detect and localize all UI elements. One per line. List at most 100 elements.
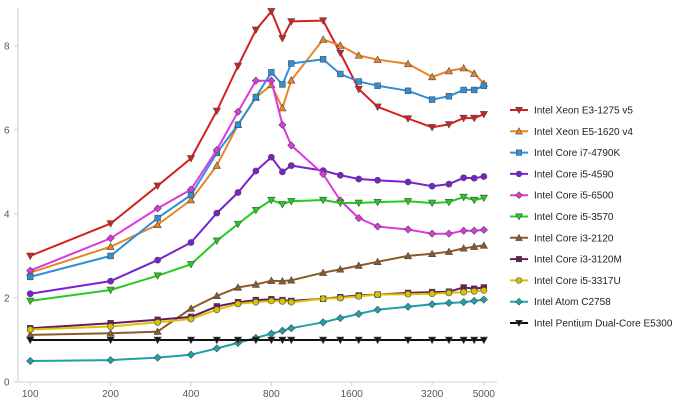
data-point [212,291,221,300]
legend-label: Intel Core i3-3120M [534,255,622,266]
data-point [186,336,196,345]
legend-swatch-marker [515,149,523,156]
data-point [106,329,115,337]
series-4 [26,76,488,275]
data-point [460,288,468,296]
data-point [278,276,287,285]
data-point [287,76,296,84]
data-point [403,336,413,345]
data-point [319,295,327,303]
legend-item-8[interactable]: Intel Core i5-3317U [510,276,621,287]
legend-item-1[interactable]: Intel Xeon E5-1620 v4 [510,127,633,138]
data-point [212,107,221,116]
x-tick-label: 200 [102,389,119,400]
data-point [106,234,115,243]
data-point [278,326,287,335]
data-point [279,81,286,88]
legend-swatch-marker [515,106,523,115]
legend-label: Intel Xeon E5-1620 v4 [534,127,633,138]
data-point [106,286,115,295]
data-point [26,290,34,298]
data-point [470,226,479,235]
data-point [154,318,161,326]
data-point [404,178,412,186]
legend-item-9[interactable]: Intel Atom C2758 [510,297,611,308]
legend-swatch-marker [515,127,523,135]
data-point [252,167,260,175]
y-tick-label: 2 [4,293,10,304]
data-point [26,266,35,275]
data-point [373,198,382,207]
data-point [460,174,468,182]
legend-item-4[interactable]: Intel Core i5-6500 [510,191,614,202]
data-point [107,252,114,260]
data-point [154,214,161,222]
x-tick-label: 3200 [421,389,444,400]
legend-item-2[interactable]: Intel Core i7-4790K [510,148,620,159]
legend-item-3[interactable]: Intel Core i5-4590 [510,169,614,180]
data-point [186,195,196,204]
legend-item-0[interactable]: Intel Xeon E3-1275 v5 [510,106,633,117]
data-point [336,171,344,179]
data-point [427,72,437,81]
data-point [106,356,115,365]
legend-swatch-marker [515,213,523,221]
data-point [354,309,363,318]
data-point [404,87,412,94]
data-point [153,204,162,213]
data-point [336,336,345,345]
data-point [267,196,276,205]
data-point [278,336,287,345]
series-2 [27,56,488,281]
data-point [337,70,344,78]
data-point [459,193,468,202]
data-point [287,198,296,206]
data-point [251,76,260,85]
data-point [444,247,454,255]
data-point [373,305,382,314]
data-point [403,198,413,206]
legend-item-5[interactable]: Intel Core i5-3570 [510,212,614,223]
data-point [480,82,488,89]
data-point [278,120,287,129]
data-point [212,344,221,353]
data-point [354,214,363,223]
legend[interactable]: Intel Xeon E3-1275 v5 Intel Xeon E5-1620 … [510,106,673,330]
data-point [267,276,276,284]
data-point [233,283,243,291]
data-point [444,298,453,308]
data-point [479,111,488,119]
data-point [428,290,436,298]
data-point [26,297,35,306]
data-point [212,146,221,155]
data-point [374,82,381,89]
legend-swatch-marker [515,191,523,200]
data-point [404,290,412,298]
legend-item-10[interactable]: Intel Pentium Dual-Core E5300 [510,319,673,330]
data-point [234,121,242,129]
legend-label: Intel Pentium Dual-Core E5300 [534,319,673,330]
data-point [268,69,275,76]
data-point [479,194,488,203]
data-point [287,298,295,306]
legend-swatch-marker [515,277,523,284]
legend-item-6[interactable]: Intel Core i3-2120 [510,233,614,244]
data-point [187,315,195,323]
data-point [279,168,286,176]
x-tick-label: 5000 [473,389,496,400]
data-point [428,96,436,103]
data-point [459,226,468,235]
data-point [428,182,436,190]
legend-item-7[interactable]: Intel Core i3-3120M [510,255,622,266]
data-point [186,185,195,194]
data-point [234,189,242,196]
data-point [267,153,275,161]
data-point [470,69,479,77]
data-point [427,124,437,132]
data-point [470,287,478,295]
legend-label: Intel Core i3-2120 [534,233,614,244]
data-point [336,49,345,58]
data-point [212,161,221,169]
data-point [373,103,382,111]
data-point [479,336,488,345]
